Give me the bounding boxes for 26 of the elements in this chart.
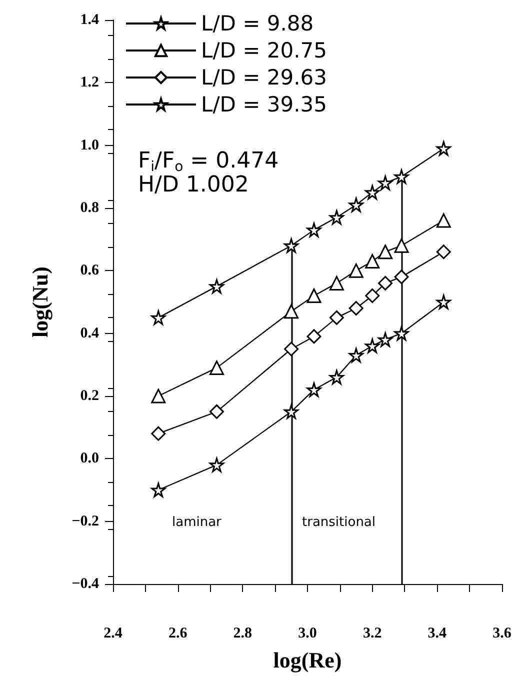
annotation: laminar [172,515,222,530]
y-tick-label: 1.0 [80,137,99,154]
x-tick-label: 2.4 [104,626,123,642]
legend-label: L/D = 9.88 [201,12,314,36]
x-tick-label: 2.6 [168,626,188,642]
legend-label: L/D = 39.35 [201,92,328,116]
y-tick-label: 0.8 [80,200,99,216]
y-tick-label: −0.2 [72,513,99,530]
y-tick-label: 0.2 [80,388,99,404]
legend-label: L/D = 29.63 [201,66,328,90]
y-tick-label: 0.6 [80,262,100,279]
x-axis-title: log(Re) [273,648,342,672]
annotation: H/D 1.002 [138,172,249,198]
annotation: transitional [302,515,376,530]
y-tick-label: −0.4 [72,576,100,592]
x-tick-label: 2.8 [233,626,252,642]
x-tick-label: 3.4 [428,626,448,642]
y-axis-title: log(Nu) [28,266,52,338]
x-tick-label: 3.2 [362,626,382,642]
y-tick-label: 0.0 [80,450,99,467]
y-tick-label: 1.2 [80,74,99,91]
x-tick-label: 3.0 [298,626,317,642]
legend-label: L/D = 20.75 [201,38,328,62]
x-tick-label: 3.6 [492,626,512,642]
y-tick-label: 1.4 [80,12,100,28]
y-tick-label: 0.4 [80,325,100,342]
